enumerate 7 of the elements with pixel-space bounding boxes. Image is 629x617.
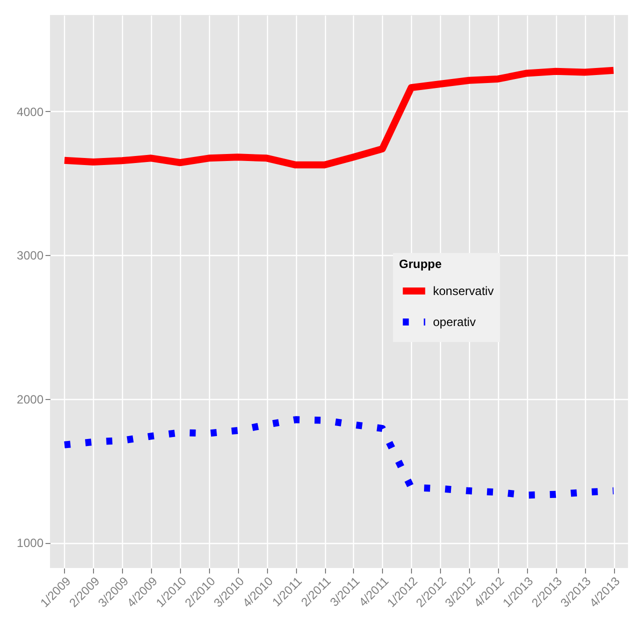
legend-label: konservativ [433, 284, 494, 298]
legend-title: Gruppe [399, 257, 442, 271]
y-tick-label: 1000 [16, 536, 44, 550]
y-tick-label: 4000 [16, 104, 44, 119]
y-tick-label: 3000 [16, 248, 44, 263]
y-tick-label: 2000 [16, 392, 44, 406]
legend-label: operativ [433, 315, 476, 329]
